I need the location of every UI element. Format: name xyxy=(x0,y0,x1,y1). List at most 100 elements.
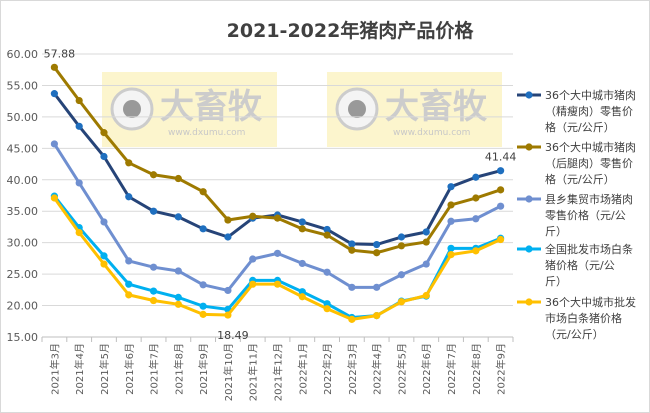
data-label: 57.88 xyxy=(44,47,76,60)
legend-marker xyxy=(525,143,533,151)
x-tick-label: 2021年7月 xyxy=(148,343,161,395)
legend-label: 36个大中城市猪肉 xyxy=(545,88,636,102)
data-point-4 xyxy=(50,194,58,202)
data-point-1 xyxy=(298,225,306,233)
data-point-1 xyxy=(472,194,480,202)
y-tick-label: 25.00 xyxy=(7,268,39,281)
x-tick-label: 2021年11月 xyxy=(247,343,260,401)
watermark-logo-eye xyxy=(348,100,366,118)
legend-label: 全国批发市场白条 xyxy=(545,242,633,256)
data-point-4 xyxy=(447,251,455,259)
legend-label: 36个大中城市猪肉 xyxy=(545,140,636,154)
data-point-1 xyxy=(199,188,207,196)
data-point-4 xyxy=(298,293,306,301)
legend-label: 格（元/公斤） xyxy=(545,172,615,186)
x-tick-label: 2022年2月 xyxy=(321,343,334,395)
data-point-4 xyxy=(174,300,182,308)
data-point-2 xyxy=(472,215,480,223)
data-point-2 xyxy=(199,281,207,289)
data-label: 18.49 xyxy=(217,329,249,342)
data-point-3 xyxy=(100,252,108,260)
legend-marker xyxy=(525,298,533,306)
data-point-1 xyxy=(422,238,430,246)
watermark-url: www.dxumu.com xyxy=(393,128,470,138)
data-point-1 xyxy=(323,231,331,239)
data-point-0 xyxy=(373,240,381,249)
legend-label: 零售价格（元/公 xyxy=(545,208,626,222)
data-point-1 xyxy=(75,96,83,105)
data-point-2 xyxy=(323,268,331,276)
data-point-4 xyxy=(199,310,207,318)
data-point-0 xyxy=(50,90,58,98)
data-point-1 xyxy=(249,212,257,220)
y-tick-label: 35.00 xyxy=(7,205,39,218)
legend-label: （后腿肉）零售价 xyxy=(545,156,633,170)
x-tick-label: 2021年9月 xyxy=(197,343,210,395)
data-point-3 xyxy=(447,244,455,252)
data-point-2 xyxy=(100,218,108,226)
data-point-0 xyxy=(472,173,480,181)
data-point-4 xyxy=(397,298,406,306)
data-point-0 xyxy=(348,240,356,248)
x-tick-label: 2022年1月 xyxy=(296,343,309,395)
legend-marker xyxy=(525,195,533,203)
data-point-1 xyxy=(348,246,356,254)
data-point-0 xyxy=(149,207,158,215)
data-point-0 xyxy=(125,193,133,201)
data-point-4 xyxy=(497,235,505,244)
data-point-3 xyxy=(199,302,207,310)
data-point-1 xyxy=(100,129,108,137)
data-point-0 xyxy=(497,167,505,175)
data-point-0 xyxy=(422,228,430,236)
data-point-0 xyxy=(224,233,232,241)
y-tick-label: 15.00 xyxy=(7,331,39,344)
x-tick-label: 2021年10月 xyxy=(222,343,235,401)
data-point-4 xyxy=(422,291,430,300)
data-point-2 xyxy=(373,283,381,291)
data-point-4 xyxy=(75,229,83,237)
data-point-0 xyxy=(100,152,108,161)
x-tick-label: 2022年4月 xyxy=(371,343,384,395)
data-point-1 xyxy=(273,214,282,222)
data-point-0 xyxy=(174,213,182,221)
x-tick-label: 2021年5月 xyxy=(98,343,111,395)
data-point-0 xyxy=(199,225,207,233)
data-point-0 xyxy=(298,218,306,226)
legend-label: （精瘦肉）零售价 xyxy=(545,104,633,118)
y-tick-label: 50.00 xyxy=(7,111,39,124)
data-point-4 xyxy=(149,296,158,305)
data-point-4 xyxy=(323,305,331,313)
legend-label: 36个大中城市批发 xyxy=(545,295,636,309)
data-point-0 xyxy=(323,225,331,234)
x-tick-label: 2022年7月 xyxy=(445,343,458,395)
y-tick-label: 55.00 xyxy=(7,79,39,92)
data-point-1 xyxy=(447,201,455,209)
legend-marker xyxy=(525,245,533,253)
data-point-3 xyxy=(125,280,133,288)
legend-marker xyxy=(525,91,533,99)
data-point-3 xyxy=(149,287,158,295)
data-point-4 xyxy=(249,280,257,288)
data-point-4 xyxy=(100,260,108,268)
data-point-4 xyxy=(125,291,133,299)
watermark-logo-text: 大畜牧 xyxy=(160,87,263,127)
data-point-3 xyxy=(174,293,182,301)
data-point-2 xyxy=(397,271,406,279)
watermark-url: www.dxumu.com xyxy=(168,128,245,138)
data-point-2 xyxy=(447,217,455,225)
data-point-2 xyxy=(298,259,306,268)
x-tick-label: 2022年6月 xyxy=(420,343,433,395)
data-point-2 xyxy=(50,140,58,148)
data-point-0 xyxy=(397,233,406,241)
data-point-1 xyxy=(50,63,58,71)
legend-label: 县乡集贸市场猪肉 xyxy=(545,192,633,206)
data-point-2 xyxy=(249,255,257,263)
data-point-1 xyxy=(497,186,505,194)
data-point-2 xyxy=(75,179,83,187)
data-point-1 xyxy=(397,242,406,250)
legend-label: 斤） xyxy=(545,275,567,288)
x-tick-label: 2021年6月 xyxy=(123,343,136,395)
